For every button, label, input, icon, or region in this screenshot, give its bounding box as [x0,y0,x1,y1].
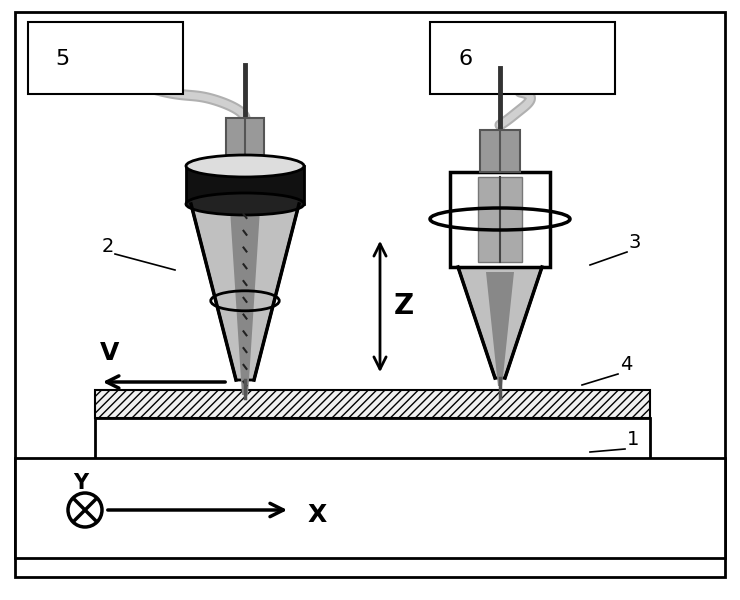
Circle shape [68,493,102,527]
Text: X: X [308,503,327,527]
Ellipse shape [186,155,304,177]
Text: 5: 5 [55,49,70,69]
Polygon shape [230,209,260,395]
Polygon shape [458,267,542,378]
Bar [95,418,650,478]
Text: Y: Y [73,473,89,493]
Text: 4: 4 [620,355,633,374]
Polygon shape [191,204,299,380]
Text: 2: 2 [102,237,115,256]
Bar [450,172,550,267]
Polygon shape [486,272,514,386]
Bar [480,130,520,172]
Bar [186,166,304,204]
Bar [478,177,522,262]
Text: V: V [100,341,119,365]
Text: 1: 1 [627,430,639,449]
Text: Z: Z [394,292,414,320]
Bar [226,118,264,166]
Bar [430,22,615,94]
Text: 6: 6 [458,49,472,69]
Text: 3: 3 [628,233,640,252]
Bar [15,458,725,558]
Bar [28,22,183,94]
Ellipse shape [186,193,304,215]
Bar [95,390,650,418]
